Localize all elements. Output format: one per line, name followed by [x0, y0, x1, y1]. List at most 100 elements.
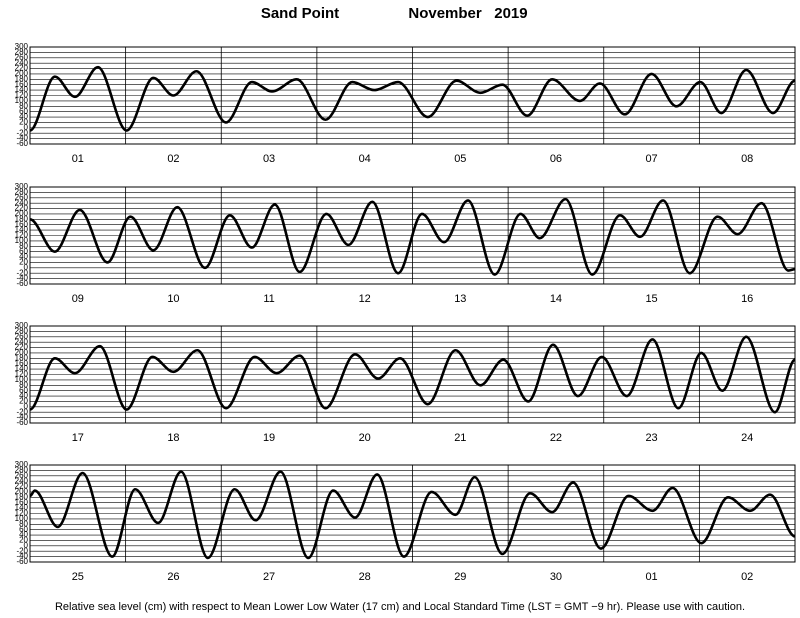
y-tick-label: 260 — [15, 53, 29, 62]
y-tick-label: 0 — [24, 263, 29, 272]
y-tick-label: 60 — [19, 247, 28, 256]
y-tick-label: 220 — [15, 343, 29, 352]
y-tick-label: -40 — [16, 274, 28, 283]
y-tick-label: 260 — [15, 332, 29, 341]
footnote: Relative sea level (cm) with respect to … — [55, 601, 745, 613]
y-tick-label: 280 — [15, 326, 29, 335]
y-tick-label: 220 — [15, 482, 29, 491]
y-tick-label: 60 — [19, 386, 28, 395]
y-tick-label: 20 — [19, 536, 28, 545]
y-tick-label: 220 — [15, 204, 29, 213]
x-tick-label: 04 — [359, 153, 371, 165]
x-tick-label: 22 — [550, 432, 562, 444]
x-tick-label: 15 — [645, 293, 657, 305]
x-tick-label: 11 — [263, 293, 274, 305]
y-tick-label: 300 — [15, 460, 29, 469]
y-tick-label: 180 — [15, 74, 29, 83]
x-tick-label: 06 — [550, 153, 562, 165]
y-tick-label: 40 — [19, 112, 28, 121]
y-tick-label: 280 — [15, 465, 29, 474]
tide-line — [29, 197, 796, 276]
y-tick-label: 80 — [19, 380, 28, 389]
x-tick-label: 19 — [263, 432, 275, 444]
y-tick-label: 240 — [15, 476, 29, 485]
x-tick-label: 01 — [72, 153, 84, 165]
x-tick-label: 27 — [263, 571, 275, 583]
y-tick-label: 20 — [19, 397, 28, 406]
y-tick-label: 60 — [19, 107, 28, 116]
y-tick-label: 40 — [19, 530, 28, 539]
y-tick-label: -20 — [16, 128, 28, 137]
y-tick-label: 140 — [15, 503, 29, 512]
x-tick-label: 08 — [741, 153, 753, 165]
y-tick-label: 200 — [15, 487, 29, 496]
y-tick-label: 200 — [15, 209, 29, 218]
y-tick-label: 240 — [15, 58, 29, 67]
y-tick-label: 280 — [15, 47, 29, 56]
x-tick-label: 10 — [167, 293, 179, 305]
y-tick-label: 100 — [15, 375, 29, 384]
plot-frame — [29, 325, 796, 424]
x-tick-label: 12 — [359, 293, 371, 305]
x-tick-label: 29 — [454, 571, 466, 583]
y-tick-label: 80 — [19, 241, 28, 250]
y-tick-label: -20 — [16, 268, 28, 277]
y-tick-label: 120 — [15, 509, 29, 518]
y-tick-label: 180 — [15, 492, 29, 501]
x-tick-label: 07 — [645, 153, 657, 165]
x-tick-label: 02 — [167, 153, 179, 165]
x-tick-label: 25 — [72, 571, 84, 583]
x-tick-label: 28 — [359, 571, 371, 583]
y-tick-label: 40 — [19, 252, 28, 261]
x-tick-label: 30 — [550, 571, 562, 583]
tide-line — [29, 65, 796, 132]
y-tick-label: -20 — [16, 407, 28, 416]
y-tick-label: 200 — [15, 69, 29, 78]
y-tick-label: 20 — [19, 258, 28, 267]
y-tick-label: 220 — [15, 64, 29, 73]
y-tick-label: 160 — [15, 220, 29, 229]
y-tick-label: 40 — [19, 391, 28, 400]
y-tick-label: 260 — [15, 471, 29, 480]
y-tick-label: 80 — [19, 101, 28, 110]
x-tick-label: 09 — [72, 293, 84, 305]
y-tick-label: 300 — [15, 182, 29, 191]
y-tick-label: -60 — [16, 557, 28, 566]
x-tick-label: 13 — [454, 293, 466, 305]
y-tick-label: 80 — [19, 519, 28, 528]
y-tick-label: 20 — [19, 118, 28, 127]
y-tick-label: 100 — [15, 514, 29, 523]
y-tick-label: 60 — [19, 525, 28, 534]
tide-line — [29, 470, 796, 560]
y-tick-label: 140 — [15, 364, 29, 373]
station-title: Sand Point — [261, 5, 339, 22]
y-tick-label: 240 — [15, 198, 29, 207]
tide-line — [29, 335, 797, 414]
y-tick-label: 160 — [15, 80, 29, 89]
y-tick-label: 100 — [15, 96, 29, 105]
plot-frame — [29, 46, 796, 145]
y-tick-label: 180 — [15, 214, 29, 223]
y-tick-label: -40 — [16, 552, 28, 561]
y-tick-label: -40 — [16, 413, 28, 422]
x-tick-label: 03 — [263, 153, 275, 165]
plot-frame — [29, 186, 796, 285]
y-tick-label: 0 — [24, 123, 29, 132]
x-tick-label: 23 — [645, 432, 657, 444]
y-tick-label: 0 — [24, 402, 29, 411]
x-tick-label: 14 — [550, 293, 562, 305]
y-tick-label: -60 — [16, 139, 28, 148]
x-tick-label: 02 — [741, 571, 753, 583]
x-tick-label: 20 — [359, 432, 371, 444]
y-tick-label: 120 — [15, 231, 29, 240]
x-tick-label: 26 — [167, 571, 179, 583]
x-tick-label: 17 — [72, 432, 84, 444]
x-tick-label: 24 — [741, 432, 753, 444]
y-tick-label: 160 — [15, 498, 29, 507]
y-tick-label: 300 — [15, 42, 29, 51]
y-tick-label: 300 — [15, 321, 29, 330]
y-tick-label: 260 — [15, 193, 29, 202]
y-tick-label: 160 — [15, 359, 29, 368]
